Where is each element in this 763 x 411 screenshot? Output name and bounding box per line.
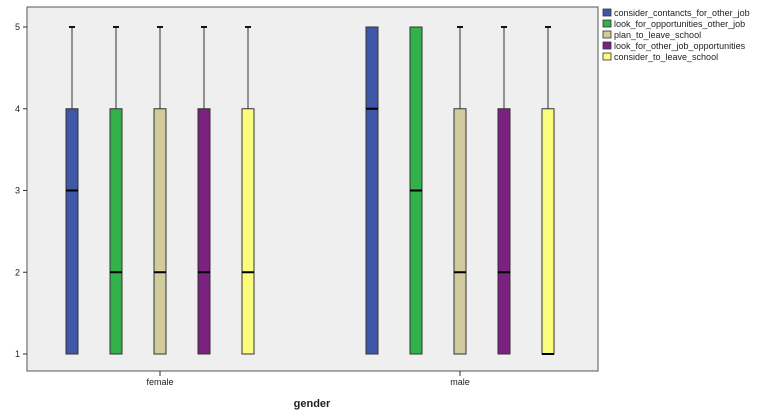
box-group <box>65 26 555 355</box>
box-consider_to_leave_school-male <box>541 26 555 355</box>
legend-label: consider_contancts_for_other_job <box>614 8 750 18</box>
box-rect <box>197 108 211 355</box>
legend-label: look_for_other_job_opportunities <box>614 41 746 51</box>
y-tick-label: 3 <box>15 186 20 196</box>
legend-swatch <box>602 41 612 50</box>
legend-swatch <box>602 8 612 17</box>
box-rect <box>65 108 79 355</box>
y-tick-label: 1 <box>15 349 20 359</box>
box-look_for_other_job_opportunities-male <box>497 26 511 355</box>
x-axis-title: gender <box>294 398 331 410</box>
box-rect <box>497 108 511 355</box>
legend: consider_contancts_for_other_joblook_for… <box>602 8 750 62</box>
legend-label: consider_to_leave_school <box>614 52 718 62</box>
legend-swatch <box>602 52 612 61</box>
box-look_for_opportunities_other_job-male <box>409 26 423 355</box>
box-look_for_other_job_opportunities-female <box>197 26 211 355</box>
y-tick-label: 2 <box>15 267 20 277</box>
legend-label: look_for_opportunities_other_job <box>614 19 745 29</box>
legend-label: plan_to_leave_school <box>614 30 701 40</box>
box-rect <box>541 108 555 355</box>
box-rect <box>109 108 123 355</box>
box-rect <box>365 26 379 355</box>
y-tick-label: 4 <box>15 104 20 114</box>
y-tick-label: 5 <box>15 22 20 32</box>
legend-swatch <box>602 19 612 28</box>
box-plan_to_leave_school-male <box>453 26 467 355</box>
box-plan_to_leave_school-female <box>153 26 167 355</box>
box-consider_to_leave_school-female <box>241 26 255 355</box>
y-axis: 1 2 3 4 5 <box>15 22 27 359</box>
x-tick-label: female <box>146 377 173 387</box>
box-rect <box>241 108 255 355</box>
box-look_for_opportunities_other_job-female <box>109 26 123 355</box>
box-consider_contancts_for_other_job-female <box>65 26 79 355</box>
x-tick-label: male <box>450 377 470 387</box>
box-rect <box>153 108 167 355</box>
legend-swatch <box>602 30 612 39</box>
box-rect <box>453 108 467 355</box>
box-consider_contancts_for_other_job-male <box>365 26 379 355</box>
x-axis: female male <box>146 371 470 387</box>
